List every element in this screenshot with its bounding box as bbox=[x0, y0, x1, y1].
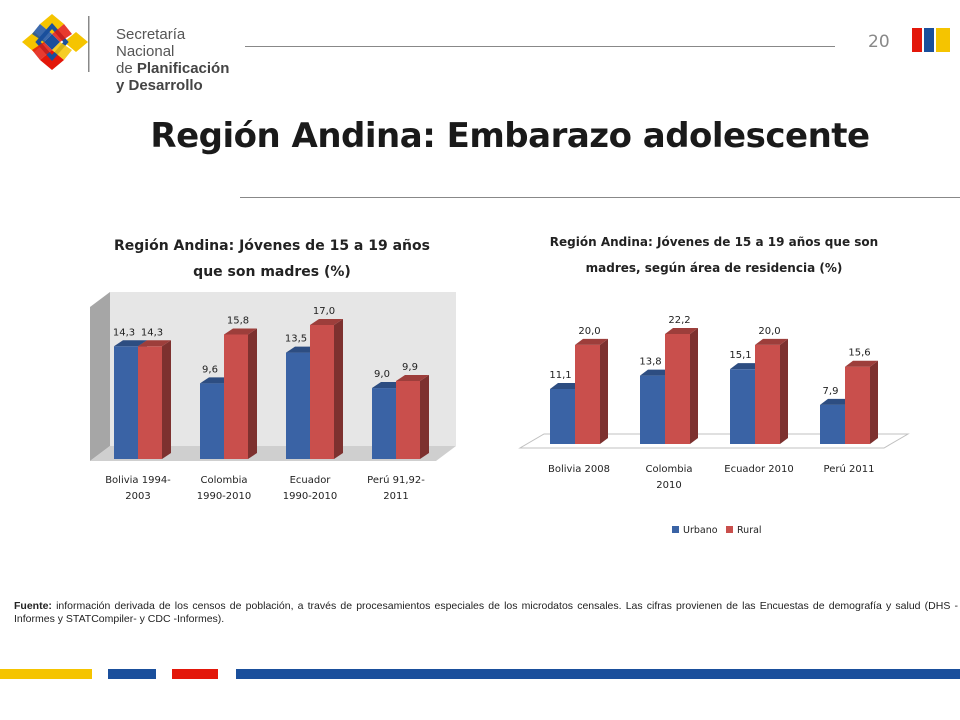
legend-urbano-label: Urbano bbox=[683, 525, 718, 536]
category-label: 1990-2010 bbox=[197, 491, 252, 502]
data-label: 22,2 bbox=[668, 315, 690, 326]
data-label: 17,0 bbox=[313, 306, 335, 317]
data-label: 14,3 bbox=[141, 327, 163, 338]
bar-rural-0 bbox=[138, 340, 171, 459]
legend-rural-label: Rural bbox=[737, 525, 762, 536]
chart2-title-line2: madres, según área de residencia (%) bbox=[586, 261, 843, 275]
data-label: 13,8 bbox=[639, 357, 661, 368]
data-label: 15,6 bbox=[848, 348, 870, 359]
flag-stripe-red bbox=[912, 28, 922, 52]
chart2-title-line1: Región Andina: Jóvenes de 15 a 19 años q… bbox=[550, 235, 878, 249]
footer-stripe-red bbox=[172, 669, 218, 679]
bar-rural-1 bbox=[665, 328, 698, 444]
category-label: Ecuador bbox=[290, 475, 332, 486]
chart1-title-line1: Región Andina: Jóvenes de 15 a 19 años bbox=[114, 238, 430, 254]
category-label: 2010 bbox=[656, 480, 681, 491]
bar-rural-0 bbox=[575, 338, 608, 444]
category-label: Ecuador 2010 bbox=[724, 464, 794, 475]
data-label: 9,6 bbox=[202, 364, 218, 375]
data-label: 11,1 bbox=[549, 370, 571, 381]
data-label: 20,0 bbox=[578, 326, 600, 337]
flag-stripe-blue bbox=[924, 28, 934, 52]
source-note: Fuente: información derivada de los cens… bbox=[14, 600, 958, 625]
data-label: 7,9 bbox=[823, 386, 839, 397]
chart2-floor bbox=[518, 433, 910, 449]
title-divider bbox=[240, 197, 960, 198]
bar-rural-3 bbox=[396, 374, 429, 459]
data-label: 9,0 bbox=[374, 369, 390, 380]
chart1-floor bbox=[90, 446, 456, 461]
data-label: 20,0 bbox=[758, 326, 780, 337]
header-divider bbox=[245, 46, 835, 47]
category-label: Colombia bbox=[646, 464, 693, 475]
logo-line-2: de Planificación bbox=[116, 60, 230, 77]
chart2-legend: Urbano Rural bbox=[672, 525, 762, 536]
footer-stripe-blue-long bbox=[236, 669, 960, 679]
category-label: Colombia bbox=[201, 475, 248, 486]
bar-rural-2 bbox=[310, 319, 343, 459]
page-number: 20 bbox=[868, 32, 890, 52]
category-label: Perú 91,92- bbox=[367, 474, 425, 486]
legend-rural-swatch bbox=[726, 526, 733, 533]
footer-stripe-blue bbox=[108, 669, 156, 679]
logo-emblem-icon bbox=[22, 14, 90, 72]
category-label: Bolivia 2008 bbox=[548, 464, 610, 475]
legend-urbano-swatch bbox=[672, 526, 679, 533]
chart-madres-adolescentes: Región Andina: Jóvenes de 15 a 19 años q… bbox=[90, 238, 456, 502]
category-label: 1990-2010 bbox=[283, 491, 338, 502]
chart1-title-line2: que son madres (%) bbox=[193, 264, 351, 280]
logo-line-3: y Desarrollo bbox=[116, 77, 203, 94]
data-label: 15,8 bbox=[227, 315, 249, 326]
bar-rural-3 bbox=[845, 360, 878, 444]
category-label: Perú 2011 bbox=[824, 463, 875, 475]
bar-rural-1 bbox=[224, 328, 257, 459]
data-label: 14,3 bbox=[113, 327, 135, 338]
data-label: 15,1 bbox=[729, 350, 751, 361]
flag-stripe-yellow bbox=[936, 28, 950, 52]
data-label: 13,5 bbox=[285, 334, 307, 345]
footer-stripe-yellow bbox=[0, 669, 92, 679]
category-label: Bolivia 1994- bbox=[105, 475, 171, 486]
chart1-side-wall bbox=[90, 292, 110, 461]
page-title: Región Andina: Embarazo adolescente bbox=[150, 116, 870, 156]
bar-rural-2 bbox=[755, 338, 788, 444]
snpd-logo: Secretaría Nacional de Planificación y D… bbox=[22, 12, 232, 94]
chart-area-residencia: Región Andina: Jóvenes de 15 a 19 años q… bbox=[518, 235, 910, 536]
category-label: 2003 bbox=[125, 491, 150, 502]
category-label: 2011 bbox=[383, 491, 408, 502]
data-label: 9,9 bbox=[402, 362, 418, 373]
logo-line-1: Secretaría Nacional bbox=[116, 26, 186, 60]
